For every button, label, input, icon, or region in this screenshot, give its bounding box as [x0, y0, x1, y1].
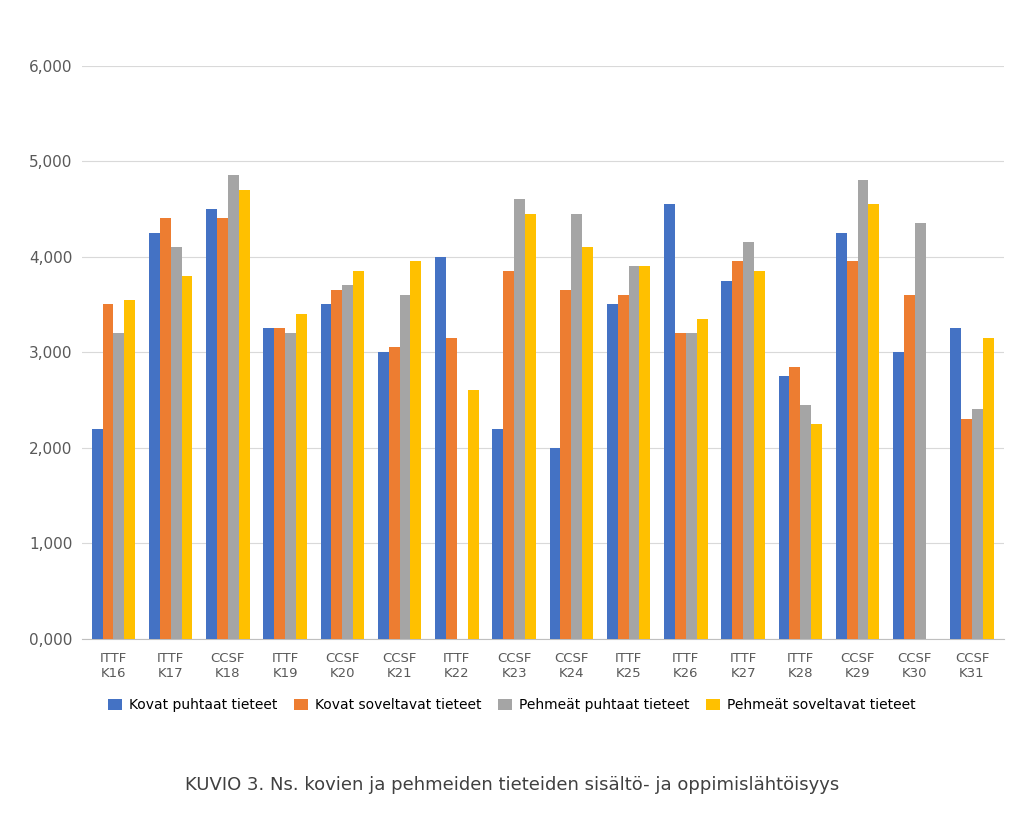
Bar: [332, 290, 342, 639]
Bar: [503, 271, 514, 639]
Bar: [950, 328, 962, 639]
Bar: [239, 190, 250, 639]
Bar: [389, 347, 399, 639]
Bar: [493, 428, 503, 639]
Bar: [378, 352, 389, 639]
Bar: [607, 305, 617, 639]
Bar: [148, 233, 160, 639]
Bar: [342, 285, 353, 639]
Bar: [171, 247, 181, 639]
Legend: Kovat puhtaat tieteet, Kovat soveltavat tieteet, Pehmeät puhtaat tieteet, Pehmeä: Kovat puhtaat tieteet, Kovat soveltavat …: [102, 693, 922, 718]
Bar: [639, 266, 650, 639]
Bar: [583, 247, 593, 639]
Bar: [435, 256, 446, 639]
Bar: [665, 204, 675, 639]
Bar: [983, 337, 993, 639]
Bar: [868, 204, 880, 639]
Bar: [857, 180, 868, 639]
Bar: [124, 300, 135, 639]
Bar: [285, 333, 296, 639]
Bar: [811, 424, 822, 639]
Bar: [468, 391, 478, 639]
Bar: [617, 295, 629, 639]
Bar: [321, 305, 332, 639]
Bar: [411, 261, 421, 639]
Bar: [847, 261, 857, 639]
Bar: [446, 337, 457, 639]
Bar: [914, 223, 926, 639]
Bar: [102, 305, 114, 639]
Bar: [399, 295, 411, 639]
Bar: [801, 405, 811, 639]
Bar: [353, 271, 365, 639]
Bar: [962, 419, 972, 639]
Bar: [629, 266, 639, 639]
Bar: [114, 333, 124, 639]
Bar: [228, 175, 239, 639]
Bar: [721, 280, 732, 639]
Text: KUVIO 3. Ns. kovien ja pehmeiden tieteiden sisältö- ja oppimislähtöisyys: KUVIO 3. Ns. kovien ja pehmeiden tieteid…: [185, 776, 839, 794]
Bar: [263, 328, 274, 639]
Bar: [732, 261, 743, 639]
Bar: [206, 209, 217, 639]
Bar: [686, 333, 696, 639]
Bar: [296, 314, 307, 639]
Bar: [525, 214, 536, 639]
Bar: [972, 410, 983, 639]
Bar: [675, 333, 686, 639]
Bar: [274, 328, 285, 639]
Bar: [560, 290, 571, 639]
Bar: [893, 352, 904, 639]
Bar: [92, 428, 102, 639]
Bar: [790, 367, 801, 639]
Bar: [550, 448, 560, 639]
Bar: [743, 242, 754, 639]
Bar: [778, 376, 790, 639]
Bar: [754, 271, 765, 639]
Bar: [571, 214, 583, 639]
Bar: [160, 219, 171, 639]
Bar: [904, 295, 914, 639]
Bar: [514, 199, 525, 639]
Bar: [217, 219, 228, 639]
Bar: [836, 233, 847, 639]
Bar: [181, 276, 193, 639]
Bar: [696, 319, 708, 639]
